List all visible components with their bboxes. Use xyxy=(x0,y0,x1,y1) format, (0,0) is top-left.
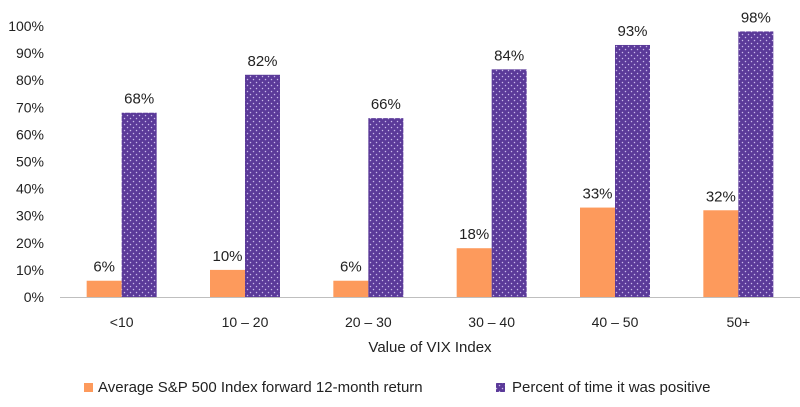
bar-percent-positive xyxy=(245,74,280,297)
y-tick-label: 80% xyxy=(16,72,44,88)
x-tick-label: 10 – 20 xyxy=(222,314,269,330)
data-label-avg-return: 10% xyxy=(212,248,242,265)
bar-percent-positive xyxy=(491,69,527,297)
data-label-percent-positive: 68% xyxy=(124,91,154,108)
bar-percent-positive xyxy=(121,112,157,297)
legend-swatch-orange xyxy=(84,383,93,392)
y-tick-label: 50% xyxy=(16,154,44,170)
x-axis-title: Value of VIX Index xyxy=(368,339,492,356)
bar-avg-return xyxy=(333,280,369,297)
legend: Average S&P 500 Index forward 12-month r… xyxy=(84,379,710,396)
bars: 6% 68% 10% 82% 6% 66% 18% 84% 33% 93% 32% 98% xyxy=(86,9,774,297)
x-tick-label: 30 – 40 xyxy=(468,314,515,330)
data-label-avg-return: 6% xyxy=(340,259,362,276)
legend-swatch-purple xyxy=(496,383,505,392)
data-label-avg-return: 18% xyxy=(459,226,489,243)
data-label-avg-return: 33% xyxy=(582,186,612,203)
data-label-percent-positive: 98% xyxy=(741,9,771,26)
data-label-avg-return: 32% xyxy=(706,188,736,205)
bar-avg-return xyxy=(86,280,122,297)
data-label-percent-positive: 84% xyxy=(494,47,524,64)
data-label-percent-positive: 66% xyxy=(371,96,401,113)
y-tick-label: 10% xyxy=(16,262,44,278)
bar-percent-positive xyxy=(368,118,404,297)
y-tick-label: 60% xyxy=(16,126,44,142)
y-tick-label: 30% xyxy=(16,208,44,224)
y-tick-label: 70% xyxy=(16,99,44,115)
bar-avg-return xyxy=(580,207,615,297)
y-tick-label: 90% xyxy=(16,45,44,61)
bar-percent-positive xyxy=(738,31,774,297)
x-tick-label: 40 – 50 xyxy=(592,314,639,330)
y-tick-label: 40% xyxy=(16,181,44,197)
y-axis: 0% 10% 20% 30% 40% 50% 60% 70% 80% 90% 100% xyxy=(8,18,44,305)
legend-label-percent-positive: Percent of time it was positive xyxy=(512,379,710,396)
legend-label-avg-return: Average S&P 500 Index forward 12-month r… xyxy=(98,379,423,396)
x-axis: <10 10 – 20 20 – 30 30 – 40 40 – 50 50+ xyxy=(110,314,750,330)
y-tick-label: 100% xyxy=(8,18,44,34)
bar-avg-return xyxy=(210,269,245,297)
bar-avg-return xyxy=(703,210,739,297)
x-tick-label: 50+ xyxy=(726,314,750,330)
data-label-percent-positive: 82% xyxy=(247,53,277,70)
y-tick-label: 0% xyxy=(24,289,44,305)
y-tick-label: 20% xyxy=(16,235,44,251)
x-tick-label: <10 xyxy=(110,314,134,330)
bar-avg-return xyxy=(456,248,492,297)
data-label-avg-return: 6% xyxy=(93,259,115,276)
x-tick-label: 20 – 30 xyxy=(345,314,392,330)
bar-percent-positive xyxy=(615,44,650,297)
data-label-percent-positive: 93% xyxy=(617,23,647,40)
